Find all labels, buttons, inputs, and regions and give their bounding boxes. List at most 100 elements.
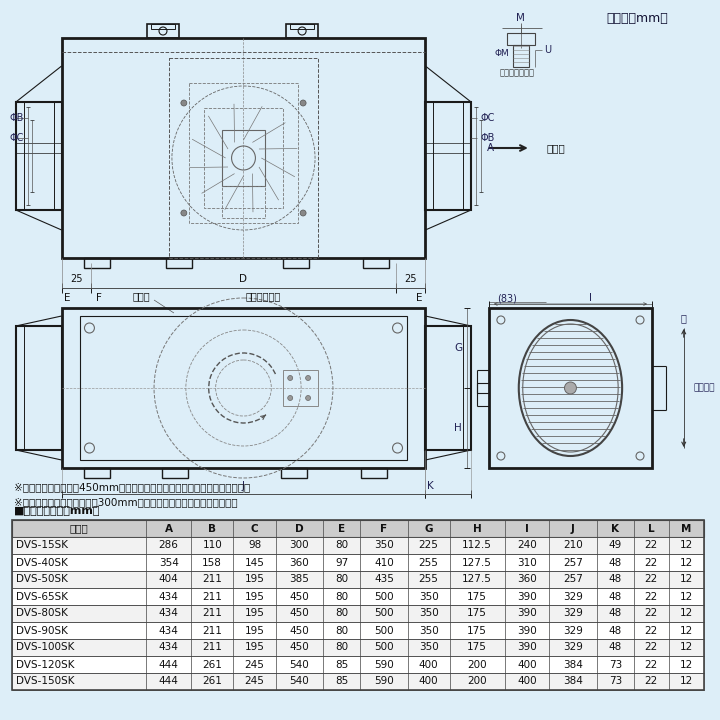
Text: DVS-40SK: DVS-40SK — [16, 557, 68, 567]
Text: 435: 435 — [374, 575, 394, 585]
Text: 390: 390 — [517, 642, 537, 652]
Text: 22: 22 — [644, 575, 658, 585]
Bar — [222, 130, 266, 186]
Text: 73: 73 — [608, 660, 622, 670]
Text: B: B — [208, 523, 216, 534]
Bar — [84, 258, 110, 268]
Text: 80: 80 — [335, 626, 348, 636]
Text: 175: 175 — [467, 626, 487, 636]
Bar — [147, 24, 179, 38]
Text: 195: 195 — [245, 642, 264, 652]
Bar — [16, 102, 62, 210]
Text: 80: 80 — [335, 575, 348, 585]
Text: 形　名: 形 名 — [70, 523, 89, 534]
Text: ■寸法表（単位：mm）: ■寸法表（単位：mm） — [14, 506, 100, 516]
Text: 400: 400 — [419, 660, 438, 670]
Text: 400: 400 — [419, 677, 438, 686]
Circle shape — [300, 100, 306, 106]
Bar — [62, 308, 426, 468]
Text: K: K — [427, 481, 433, 491]
Text: F: F — [96, 293, 102, 303]
Text: 12: 12 — [680, 660, 693, 670]
Text: 450: 450 — [289, 642, 309, 652]
Text: 329: 329 — [563, 608, 583, 618]
Text: 590: 590 — [374, 660, 394, 670]
Text: 上: 上 — [681, 313, 687, 323]
Bar — [12, 571, 703, 588]
Text: 22: 22 — [644, 592, 658, 601]
Text: 200: 200 — [467, 677, 487, 686]
Text: 350: 350 — [419, 608, 438, 618]
Text: 設置方向: 設置方向 — [693, 384, 715, 392]
Text: 300: 300 — [289, 541, 309, 551]
Text: 127.5: 127.5 — [462, 557, 492, 567]
Bar — [169, 58, 318, 258]
Text: (83): (83) — [497, 293, 517, 303]
Bar — [12, 588, 703, 605]
Text: 329: 329 — [563, 642, 583, 652]
Bar — [12, 622, 703, 639]
Text: 590: 590 — [374, 677, 394, 686]
Text: 400: 400 — [517, 660, 537, 670]
Text: U: U — [544, 45, 552, 55]
Text: 434: 434 — [158, 608, 179, 618]
Text: 211: 211 — [202, 592, 222, 601]
Text: 450: 450 — [289, 608, 309, 618]
Text: 点検蓋: 点検蓋 — [132, 291, 150, 301]
Bar — [283, 258, 309, 268]
Text: G: G — [454, 343, 462, 353]
Bar — [363, 258, 389, 268]
Text: 80: 80 — [335, 642, 348, 652]
Text: 22: 22 — [644, 557, 658, 567]
Circle shape — [300, 210, 306, 216]
Text: 384: 384 — [563, 660, 583, 670]
Text: K: K — [611, 523, 619, 534]
Text: 85: 85 — [335, 660, 348, 670]
Text: 245: 245 — [245, 677, 264, 686]
Text: 80: 80 — [335, 541, 348, 551]
Text: G: G — [424, 523, 433, 534]
Text: 175: 175 — [467, 608, 487, 618]
Text: L: L — [648, 523, 654, 534]
Text: 434: 434 — [158, 626, 179, 636]
Text: 127.5: 127.5 — [462, 575, 492, 585]
Text: 22: 22 — [644, 677, 658, 686]
Text: 12: 12 — [680, 626, 693, 636]
Text: 400: 400 — [517, 677, 537, 686]
Circle shape — [564, 382, 577, 394]
Text: 22: 22 — [644, 642, 658, 652]
Bar — [189, 83, 298, 223]
Text: 500: 500 — [374, 626, 394, 636]
Text: 434: 434 — [158, 592, 179, 601]
Bar — [16, 326, 62, 450]
Text: 48: 48 — [608, 626, 622, 636]
Text: 390: 390 — [517, 592, 537, 601]
Text: DVS-15SK: DVS-15SK — [16, 541, 68, 551]
Text: 211: 211 — [202, 642, 222, 652]
Text: M: M — [516, 13, 525, 23]
Bar — [282, 468, 307, 478]
Text: 390: 390 — [517, 608, 537, 618]
Text: 434: 434 — [158, 642, 179, 652]
Text: 48: 48 — [608, 557, 622, 567]
Text: M: M — [681, 523, 691, 534]
Text: ΦM: ΦM — [495, 48, 510, 58]
Bar — [12, 537, 703, 554]
Text: 255: 255 — [419, 575, 438, 585]
Circle shape — [288, 395, 292, 400]
Text: ΦC: ΦC — [10, 133, 24, 143]
Bar — [62, 38, 426, 258]
Text: 22: 22 — [644, 541, 658, 551]
Text: I: I — [525, 523, 529, 534]
Text: DVS-50SK: DVS-50SK — [16, 575, 68, 585]
Text: 195: 195 — [245, 608, 264, 618]
Text: E: E — [338, 523, 345, 534]
Text: E: E — [416, 293, 423, 303]
Text: 350: 350 — [419, 592, 438, 601]
Text: 360: 360 — [517, 575, 537, 585]
Text: 240: 240 — [517, 541, 537, 551]
Text: 257: 257 — [563, 557, 583, 567]
Text: 540: 540 — [289, 660, 309, 670]
Text: 195: 195 — [245, 626, 264, 636]
Bar — [426, 326, 471, 450]
